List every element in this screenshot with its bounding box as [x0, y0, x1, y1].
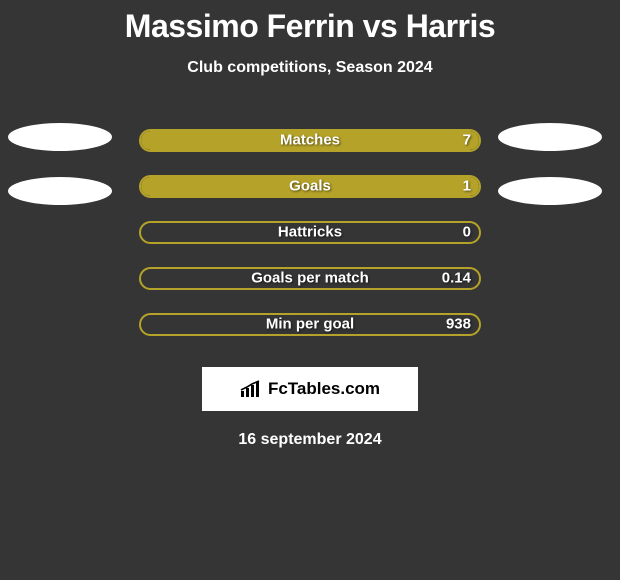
metric-value-right: 938 [446, 316, 471, 333]
metric-bar-track: Goals per match0.14 [139, 267, 481, 290]
metrics-chart: Matches7Goals1Hattricks0Goals per match0… [0, 117, 620, 347]
brand-badge: FcTables.com [202, 367, 418, 411]
metric-bar-fill-right [141, 177, 479, 196]
metric-label: Min per goal [141, 316, 479, 333]
metric-value-right: 0 [463, 224, 471, 241]
metric-row: Hattricks0 [0, 209, 620, 255]
metric-row: Goals1 [0, 163, 620, 209]
metric-bar-track: Min per goal938 [139, 313, 481, 336]
brand-chart-icon [240, 380, 262, 398]
metric-label: Goals per match [141, 270, 479, 287]
brand-text: FcTables.com [268, 379, 380, 399]
metric-bar-track: Goals1 [139, 175, 481, 198]
metric-row: Min per goal938 [0, 301, 620, 347]
metric-bar-track: Matches7 [139, 129, 481, 152]
metric-row: Goals per match0.14 [0, 255, 620, 301]
page-title: Massimo Ferrin vs Harris [125, 8, 495, 45]
metric-row: Matches7 [0, 117, 620, 163]
metric-value-right: 0.14 [442, 270, 471, 287]
metric-bar-track: Hattricks0 [139, 221, 481, 244]
comparison-infographic: Massimo Ferrin vs Harris Club competitio… [0, 0, 620, 580]
page-subtitle: Club competitions, Season 2024 [187, 59, 432, 77]
date-text: 16 september 2024 [238, 431, 381, 449]
metric-label: Hattricks [141, 224, 479, 241]
metric-bar-fill-right [141, 131, 479, 150]
